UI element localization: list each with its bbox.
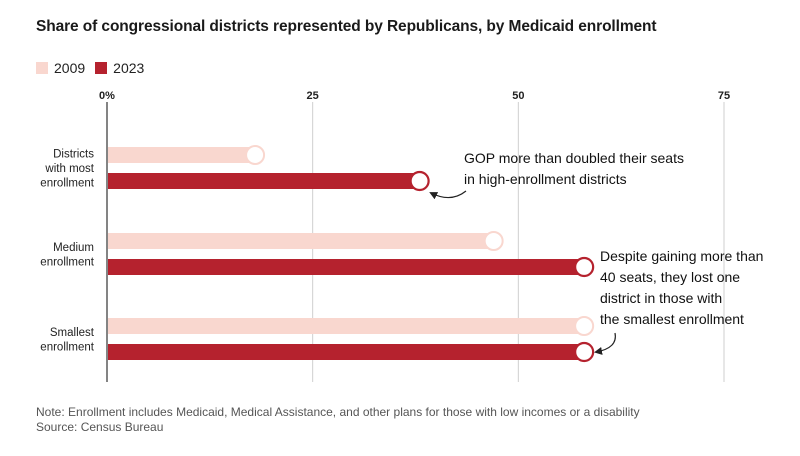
bar-2009-cat-1: [108, 233, 494, 249]
bar-endpoint-2023-cat-2: [574, 341, 595, 363]
bar-2023-cat-1: [108, 259, 585, 275]
chart-notes: Note: Enrollment includes Medicaid, Medi…: [36, 405, 640, 435]
bar-endpoint-2023-cat-1: [574, 256, 595, 278]
bar-endpoint-2009-cat-1: [483, 231, 504, 251]
bar-endpoint-2009-cat-0: [245, 145, 266, 165]
legend-swatch-2023: [95, 62, 108, 74]
source-text: Source: Census Bureau: [36, 420, 164, 434]
svg-text:GOP more than doubled their se: GOP more than doubled their seats in hig…: [464, 150, 688, 187]
bar-endpoint-2023-cat-0: [409, 170, 430, 192]
annotation-2-line-1: Despite gaining more than: [600, 248, 763, 264]
bar-2023-cat-2: [108, 344, 585, 360]
category-label-0-line-0: Districts: [53, 149, 94, 161]
annotation-1-line-2: in high-enrollment districts: [464, 171, 627, 187]
x-tick-label-50: 50: [512, 90, 524, 102]
chart-title: Share of congressional districts represe…: [36, 18, 657, 35]
chart-legend: 2009 2023: [36, 60, 154, 76]
bar-2023-cat-0: [108, 173, 420, 189]
category-label-1-line-1: enrollment: [40, 256, 94, 268]
legend-item-2023: 2023: [95, 60, 144, 76]
bar-chart: 0% 25 50 75 Districts with most enrollment Med…: [40, 90, 767, 382]
bar-endpoint-2009-cat-2: [574, 316, 595, 336]
annotation-2-line-3: district in those with: [600, 290, 722, 306]
note-text: Note: Enrollment includes Medicaid, Medi…: [36, 405, 640, 419]
bar-2009-cat-2: [108, 318, 585, 334]
category-label-0-line-2: enrollment: [40, 178, 94, 190]
x-tick-label-25: 25: [307, 90, 319, 102]
category-label-1-line-0: Medium: [53, 242, 94, 254]
legend-label-2023: 2023: [113, 60, 145, 76]
legend-swatch-2009: [36, 62, 48, 74]
legend-item-2009: 2009: [36, 60, 85, 76]
annotation-2-line-4: the smallest enrollment: [600, 311, 744, 327]
x-tick-label-75: 75: [718, 90, 730, 102]
category-label-2-line-1: enrollment: [40, 341, 94, 353]
annotation-1-line-1: GOP more than doubled their seats: [464, 150, 684, 166]
svg-text:Despite gaining more than: Despite gaining more than 40 seats, they…: [600, 248, 767, 327]
annotation-2-line-2: 40 seats, they lost one: [600, 269, 740, 285]
legend-label-2009: 2009: [54, 60, 86, 76]
annotation-1-arrow: [429, 190, 467, 200]
bar-2009-cat-0: [108, 147, 256, 163]
category-label-0-line-1: with most: [44, 163, 94, 175]
annotation-2-arrow: [594, 332, 616, 355]
x-tick-label-0: 0%: [99, 90, 115, 102]
category-label-2-line-0: Smallest: [50, 327, 95, 339]
